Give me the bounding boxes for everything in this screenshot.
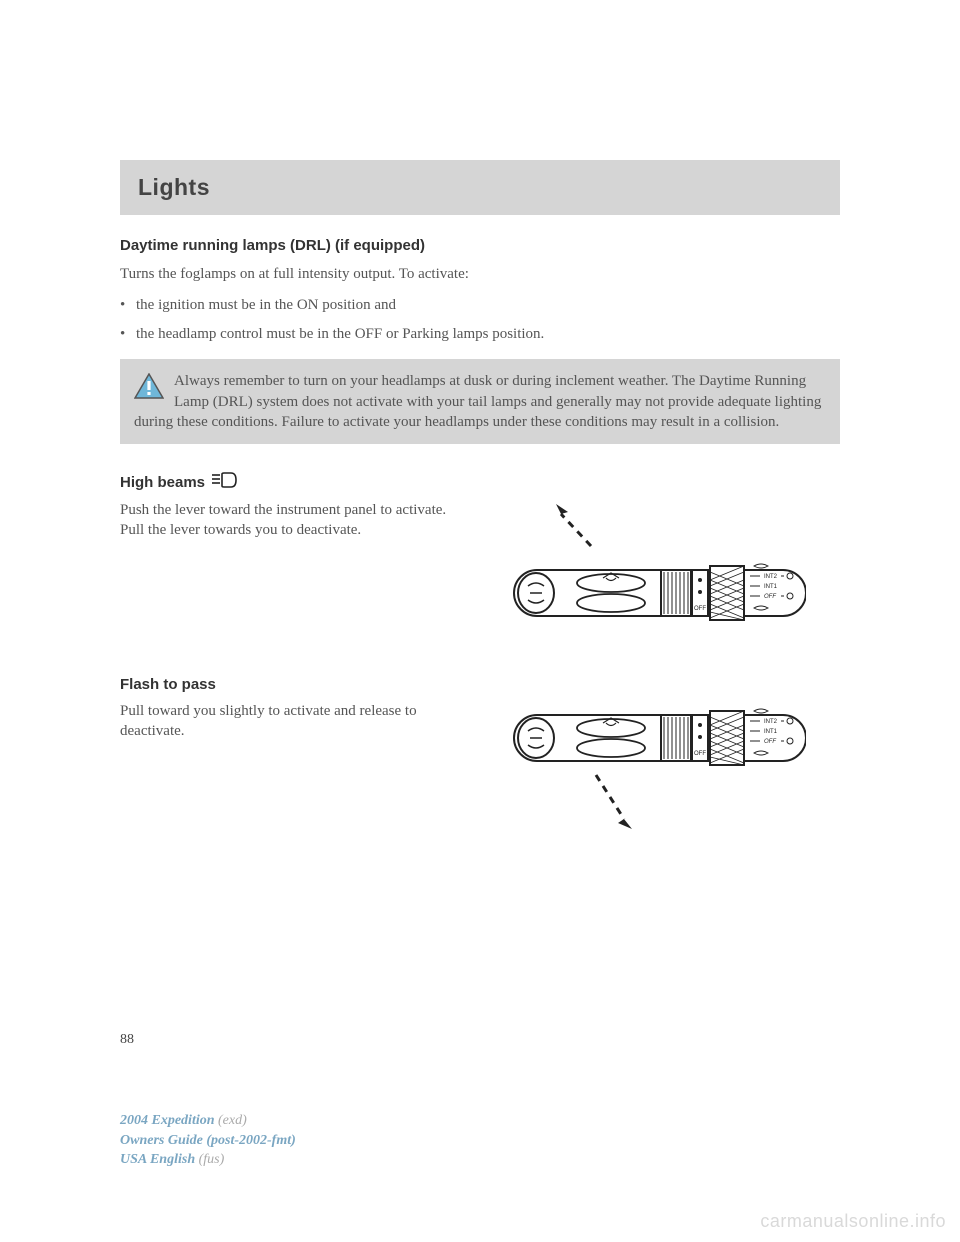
flash-heading-text: Flash to pass	[120, 676, 216, 693]
svg-text:INT1: INT1	[764, 729, 778, 735]
section-header: Lights	[120, 160, 840, 215]
footer-l1-gray: (exd)	[218, 1113, 247, 1128]
high-beams-heading: High beams	[120, 472, 840, 492]
flash-heading: Flash to pass	[120, 676, 840, 693]
warning-text: Always remember to turn on your headlamp…	[134, 373, 821, 430]
footer-l3-gray: (fus)	[199, 1152, 225, 1167]
high-beams-heading-text: High beams	[120, 474, 205, 491]
drl-bullet-2: the headlamp control must be in the OFF …	[120, 323, 840, 346]
watermark: carmanualsonline.info	[760, 1211, 946, 1232]
drl-bullet-1: the ignition must be in the ON position …	[120, 294, 840, 317]
svg-text:OFF: OFF	[694, 751, 706, 757]
svg-text:INT2: INT2	[764, 719, 778, 725]
warning-icon	[134, 373, 164, 405]
flash-row: Pull toward you slightly to activate and…	[120, 701, 840, 871]
svg-text:OFF: OFF	[764, 594, 776, 600]
flash-text-col: Pull toward you slightly to activate and…	[120, 701, 451, 752]
footer-line-3: USA English (fus)	[120, 1150, 296, 1170]
warning-box: Always remember to turn on your headlamp…	[120, 359, 840, 444]
high-beams-figure: OFF INT2 INT1 OFF	[471, 500, 840, 650]
svg-text:INT1: INT1	[764, 584, 778, 590]
svg-text:OFF: OFF	[694, 606, 706, 612]
footer-line-2: Owners Guide (post-2002-fmt)	[120, 1131, 296, 1151]
svg-text:OFF: OFF	[764, 739, 776, 745]
footer: 2004 Expedition (exd) Owners Guide (post…	[120, 1111, 296, 1170]
flash-figure: OFF INT2 INT1 OFF	[471, 701, 840, 871]
drl-bullets: the ignition must be in the ON position …	[120, 294, 840, 345]
high-beams-text: Push the lever toward the instrument pan…	[120, 500, 451, 541]
footer-l1-bold: 2004 Expedition	[120, 1113, 215, 1128]
section-title: Lights	[138, 174, 210, 200]
high-beam-icon	[211, 472, 237, 492]
footer-line-1: 2004 Expedition (exd)	[120, 1111, 296, 1131]
drl-intro: Turns the foglamps on at full intensity …	[120, 264, 840, 284]
high-beams-row: Push the lever toward the instrument pan…	[120, 500, 840, 650]
high-beams-text-col: Push the lever toward the instrument pan…	[120, 500, 451, 551]
flash-text: Pull toward you slightly to activate and…	[120, 701, 451, 742]
footer-l3-bold: USA English	[120, 1152, 195, 1167]
page: Lights Daytime running lamps (DRL) (if e…	[0, 0, 960, 1242]
drl-heading: Daytime running lamps (DRL) (if equipped…	[120, 237, 840, 254]
footer-l2-bold: Owners Guide (post-2002-fmt)	[120, 1133, 296, 1148]
page-number: 88	[120, 1032, 134, 1048]
svg-text:INT2: INT2	[764, 574, 778, 580]
